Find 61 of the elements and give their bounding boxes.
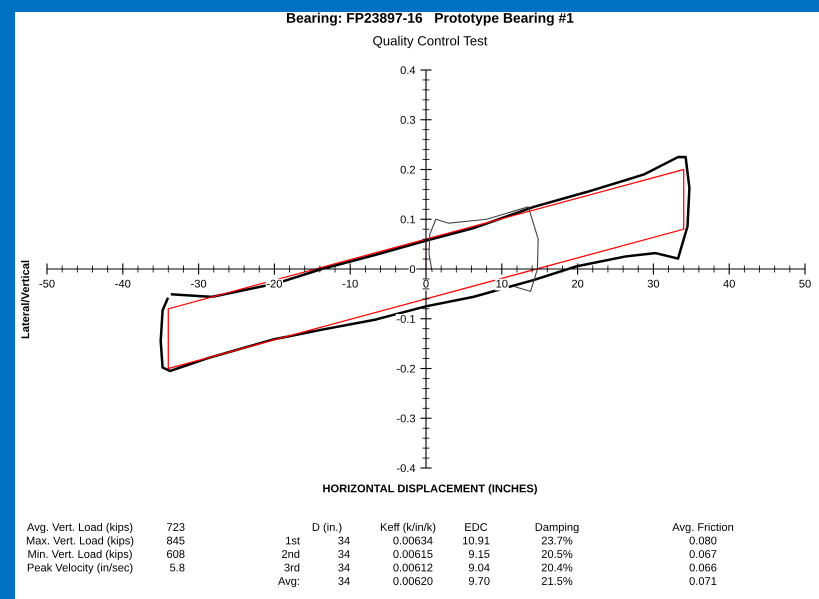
text: 34 <box>338 550 350 558</box>
x-tick-label: 0 <box>423 280 429 288</box>
text: Keff (k/in/k) <box>380 522 436 534</box>
text: Avg. Vert. Load (kips) <box>27 522 132 534</box>
text: 608 <box>167 550 185 558</box>
y-tick-label: -0.3 <box>396 414 416 422</box>
y-tick-label: -0.4 <box>396 464 416 472</box>
x-tick-label: 50 <box>799 280 811 288</box>
y-axis-title: Lateral/Vertical <box>21 260 30 338</box>
text: EDC <box>465 523 488 531</box>
x-tick-label: -50 <box>39 280 55 288</box>
x-tick-label: 30 <box>648 280 660 288</box>
x-tick-label: 20 <box>572 280 584 288</box>
y-tick-label: -0.1 <box>396 315 416 323</box>
x-tick-label: -10 <box>342 280 358 288</box>
line-series <box>428 206 539 292</box>
x-tick-label: 10 <box>496 280 508 288</box>
y-tick-label: 0 <box>410 265 416 274</box>
y-tick-label: 0.2 <box>400 166 416 174</box>
text: Damping <box>536 522 579 534</box>
chart-title: Bearing: FP23897-16 Prototype Bearing #1 <box>286 12 574 26</box>
text: 20.5% <box>542 550 572 558</box>
text: D (in.) <box>312 522 342 534</box>
text: 34 <box>338 536 350 544</box>
text: 0.00620 <box>393 577 433 585</box>
text: 9.15 <box>468 550 490 558</box>
text: Avg. Friction <box>672 522 734 534</box>
text: 34 <box>338 577 350 585</box>
text: Min. Vert. Load (kips) <box>28 550 132 560</box>
y-tick-label: 0.1 <box>400 216 416 224</box>
y-tick-label: 0.3 <box>400 116 416 124</box>
chart-subtitle: Quality Control Test <box>373 36 488 48</box>
text: 3rd <box>284 563 300 572</box>
text: 0.00615 <box>393 550 433 558</box>
text: Avg: <box>278 577 299 588</box>
text: Peak Velocity (in/sec) <box>28 563 132 574</box>
text: 1st <box>286 536 300 544</box>
y-tick-label: -0.2 <box>396 364 416 373</box>
text: 9.70 <box>468 577 490 585</box>
x-tick-label: 40 <box>723 280 735 288</box>
text: 23.7% <box>542 536 572 544</box>
text: 0.080 <box>690 536 716 544</box>
x-axis-title: HORIZONTAL DISPLACEMENT (INCHES) <box>323 484 537 495</box>
text: Max. Vert. Load (kips) <box>26 536 134 547</box>
text: 845 <box>166 536 185 544</box>
text: 0.00612 <box>393 564 432 572</box>
text: 0.071 <box>690 577 716 585</box>
text: 723 <box>167 523 185 531</box>
text: 34 <box>338 564 350 572</box>
y-tick-label: 0.4 <box>400 66 416 74</box>
text: 10.91 <box>463 536 490 544</box>
text: 0.067 <box>690 550 716 558</box>
x-tick-label: -30 <box>191 280 206 288</box>
text: 0.00634 <box>393 536 433 544</box>
x-tick-label: -40 <box>115 280 130 288</box>
text: 2nd <box>282 550 300 558</box>
text: 21.5% <box>542 577 572 585</box>
text: 5.8 <box>170 564 185 572</box>
text: 0.066 <box>690 564 716 572</box>
text: 9.04 <box>468 564 490 572</box>
text: 20.4% <box>542 564 572 572</box>
